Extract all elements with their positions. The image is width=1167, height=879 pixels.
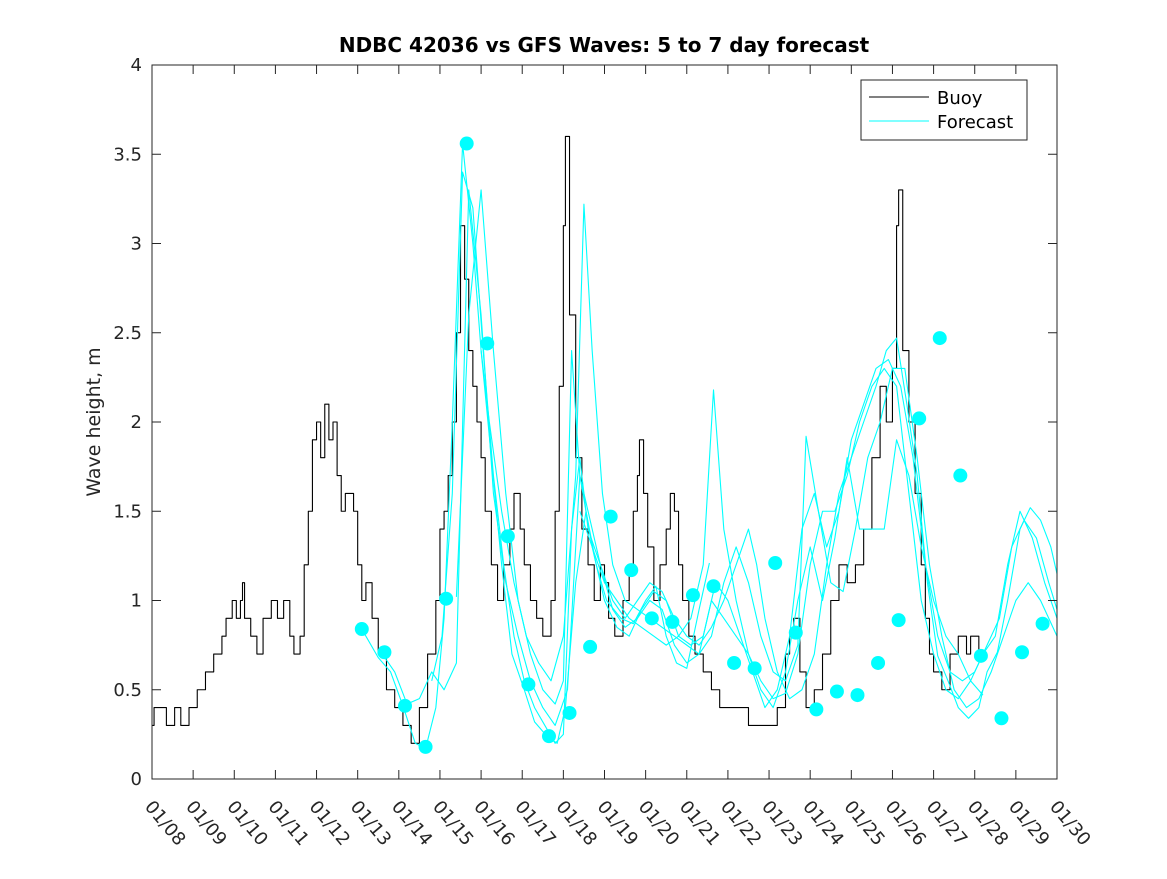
y-tick-label: 1.5	[113, 501, 142, 522]
forecast-marker	[1015, 645, 1030, 660]
forecast-marker	[891, 613, 906, 628]
forecast-marker	[747, 661, 762, 676]
forecast-marker	[521, 677, 536, 692]
forecast-marker	[953, 468, 968, 483]
forecast-marker	[583, 639, 598, 654]
buoy-series-line	[152, 135, 981, 744]
forecast-marker	[665, 614, 680, 629]
y-tick-label: 0.5	[113, 680, 142, 701]
forecast-marker	[932, 331, 947, 346]
plot-area	[152, 65, 1057, 779]
forecast-series-line-5	[480, 203, 1058, 709]
y-tick-label: 2.5	[113, 323, 142, 344]
y-tick-label: 2	[131, 412, 142, 433]
forecast-marker	[912, 411, 927, 426]
legend-label-forecast: Forecast	[937, 112, 1013, 133]
series-layer	[152, 135, 1058, 750]
forecast-series-line-2	[431, 171, 1058, 744]
forecast-marker	[727, 655, 742, 670]
forecast-marker	[1035, 616, 1050, 631]
forecast-marker	[829, 684, 844, 699]
forecast-marker	[541, 729, 556, 744]
forecast-marker	[624, 563, 639, 578]
legend: Buoy Forecast	[860, 79, 1028, 141]
forecast-marker	[850, 688, 865, 703]
y-tick-label: 3.5	[113, 144, 142, 165]
forecast-marker	[377, 645, 392, 660]
forecast-series-line-6	[579, 389, 984, 709]
markers-layer	[354, 136, 1050, 754]
forecast-marker	[459, 136, 474, 151]
y-tick-label: 1	[131, 591, 142, 612]
y-tick-label: 0	[131, 769, 142, 790]
forecast-marker	[439, 591, 454, 606]
forecast-marker	[418, 739, 433, 754]
legend-label-buoy: Buoy	[937, 88, 983, 109]
forecast-marker	[706, 579, 721, 594]
forecast-marker	[397, 698, 412, 713]
chart-title: NDBC 42036 vs GFS Waves: 5 to 7 day fore…	[339, 33, 870, 57]
forecast-marker	[973, 648, 988, 663]
forecast-marker	[788, 625, 803, 640]
legend-box	[860, 79, 1028, 141]
forecast-marker	[644, 611, 659, 626]
forecast-marker	[809, 702, 824, 717]
y-axis: 0 0.5 1 1.5 2 2.5 3 3.5 4	[113, 55, 1057, 790]
forecast-marker	[480, 336, 495, 351]
forecast-marker	[768, 556, 783, 571]
forecast-marker	[685, 588, 700, 603]
y-axis-label: Wave height, m	[83, 347, 105, 496]
forecast-marker	[354, 622, 369, 637]
forecast-marker	[500, 529, 515, 544]
y-tick-label: 3	[131, 234, 142, 255]
y-tick-label: 4	[131, 55, 142, 76]
forecast-marker	[871, 655, 886, 670]
forecast-marker	[603, 509, 618, 524]
forecast-marker	[562, 705, 577, 720]
forecast-series-line-1	[361, 142, 710, 750]
forecast-marker	[994, 711, 1009, 726]
